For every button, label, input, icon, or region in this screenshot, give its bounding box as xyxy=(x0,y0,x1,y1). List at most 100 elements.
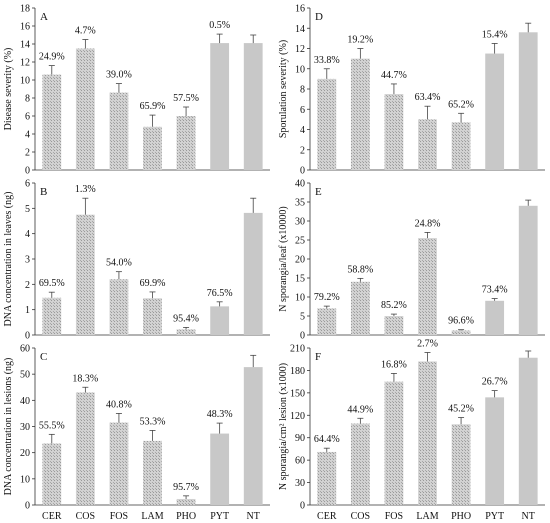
x-tick-label: PHO xyxy=(451,511,471,522)
y-tick-label: 4 xyxy=(25,130,30,141)
y-tick-label: 40 xyxy=(295,179,305,190)
y-tick-label: 0 xyxy=(300,331,305,342)
y-tick-label: 2 xyxy=(25,280,30,291)
data-label: 40.8% xyxy=(106,399,132,410)
data-label: 33.8% xyxy=(314,55,340,66)
y-tick-label: 16 xyxy=(20,22,30,33)
data-label: 73.4% xyxy=(482,285,508,296)
bar-lam xyxy=(418,361,437,505)
y-tick-label: 2 xyxy=(25,148,30,159)
y-tick-label: 16 xyxy=(295,4,305,15)
bar-fos xyxy=(384,381,404,505)
data-label: 76.5% xyxy=(207,288,233,299)
y-tick-label: 120 xyxy=(290,411,305,422)
y-tick-label: 6 xyxy=(25,112,30,123)
y-axis-title: Disease severity (%) xyxy=(3,48,14,131)
y-axis-title: N sporangia/leaf (x10000) xyxy=(278,206,289,312)
y-tick-label: 35 xyxy=(295,198,305,209)
y-tick-label: 10 xyxy=(20,76,30,87)
y-tick-label: 40 xyxy=(20,396,30,407)
y-tick-label: 10 xyxy=(20,474,30,485)
data-label: 19.2% xyxy=(347,35,373,46)
y-tick-label: 8 xyxy=(300,85,305,96)
y-axis-title: N sporangia/cm² lesion (x1000) xyxy=(278,363,289,490)
bar-nt xyxy=(518,32,538,170)
data-label: 45.2% xyxy=(448,404,474,415)
bar-fos xyxy=(384,94,404,170)
bar-cer xyxy=(42,443,62,505)
data-label: 63.4% xyxy=(415,92,441,103)
bar-cer xyxy=(317,308,337,335)
panel-letter: C xyxy=(40,351,47,363)
bar-pyt xyxy=(210,433,230,505)
data-label: 54.0% xyxy=(106,258,132,269)
y-tick-label: 0 xyxy=(25,166,30,177)
y-tick-label: 210 xyxy=(290,344,305,355)
y-tick-label: 8 xyxy=(25,94,30,105)
data-label: 39.0% xyxy=(106,70,132,81)
bar-nt xyxy=(243,212,263,335)
y-tick-label: 0 xyxy=(300,501,305,512)
data-label: 4.7% xyxy=(75,26,96,37)
data-label: 95.7% xyxy=(173,482,199,493)
y-tick-label: 10 xyxy=(295,64,305,75)
x-tick-label: LAM xyxy=(416,511,438,522)
y-tick-label: 1 xyxy=(25,305,30,316)
bar-cos xyxy=(75,392,95,505)
y-tick-label: 0 xyxy=(25,331,30,342)
x-tick-label: CER xyxy=(42,511,62,522)
data-label: 95.4% xyxy=(173,313,199,324)
y-tick-label: 30 xyxy=(295,217,305,228)
data-label: 65.9% xyxy=(140,101,166,112)
bar-cer xyxy=(42,74,62,170)
data-label: 58.8% xyxy=(347,264,373,275)
bar-pyt xyxy=(485,300,505,335)
y-tick-label: 2 xyxy=(300,145,305,156)
panel-e: 0 5 10 15 20 25 30 35 40 N sporangia/leaf (x10000… xyxy=(278,179,545,342)
x-tick-label: COS xyxy=(76,511,95,522)
bar-pyt xyxy=(210,306,230,335)
bar-cos xyxy=(75,214,95,335)
y-axis-title: DNA concentration in leaves (ng) xyxy=(3,192,14,327)
y-tick-label: 50 xyxy=(20,370,30,381)
y-tick-label: 0 xyxy=(300,166,305,177)
bar-cos xyxy=(350,281,370,335)
x-tick-label: COS xyxy=(351,511,370,522)
y-tick-label: 180 xyxy=(290,366,305,377)
data-label: 53.3% xyxy=(140,416,166,427)
data-label: 69.5% xyxy=(39,278,65,289)
panel-a: 0 2 4 6 8 10 12 14 16 18 Disease severity (%) A 24.9… xyxy=(3,4,270,177)
bar-lam xyxy=(143,126,162,170)
y-tick-label: 18 xyxy=(20,4,30,15)
y-tick-label: 6 xyxy=(300,105,305,116)
data-label: 44.7% xyxy=(381,70,407,81)
bar-lam xyxy=(143,440,162,505)
y-axis-title: DNA concentration in lesions (ng) xyxy=(3,358,14,496)
bar-nt xyxy=(518,205,538,335)
y-tick-label: 6 xyxy=(25,179,30,190)
y-tick-label: 30 xyxy=(295,478,305,489)
y-tick-label: 60 xyxy=(20,344,30,355)
bar-pho xyxy=(451,330,471,335)
x-tick-label: LAM xyxy=(141,511,163,522)
bar-cos xyxy=(350,423,370,505)
bar-cer xyxy=(317,78,337,170)
bar-lam xyxy=(418,238,437,335)
panel-b: 0 1 2 3 4 5 6 DNA concentration in leaves (ng) B… xyxy=(3,179,270,342)
y-tick-label: 12 xyxy=(295,44,305,55)
data-label: 65.2% xyxy=(448,99,474,110)
data-label: 18.3% xyxy=(72,373,98,384)
bar-pyt xyxy=(485,397,505,505)
x-tick-label: PYT xyxy=(485,511,504,522)
y-axis-title: Sporulation severity (%) xyxy=(278,40,289,138)
data-label: 64.4% xyxy=(314,434,340,445)
bar-cer xyxy=(42,297,62,335)
bar-lam xyxy=(418,119,437,170)
panel-d: 0 2 4 6 8 10 12 14 16 Sporulation severity (%) D 33… xyxy=(278,4,545,177)
bar-pho xyxy=(176,498,196,505)
x-tick-label: NT xyxy=(522,511,535,522)
panel-c: 0 10 20 30 40 50 60 DNA concentration in lesion… xyxy=(3,344,270,522)
data-label: 85.2% xyxy=(381,300,407,311)
bar-nt xyxy=(518,357,538,505)
